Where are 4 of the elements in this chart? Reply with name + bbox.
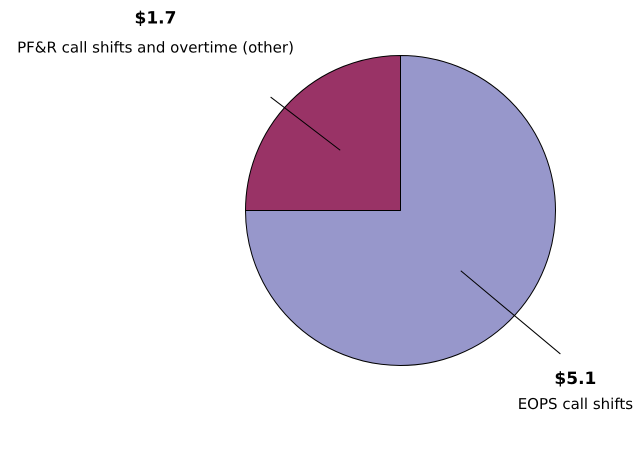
slice-label: EOPS call shifts xyxy=(518,394,634,413)
data-label: $1.7 xyxy=(134,8,176,28)
slice-label: PF&R call shifts and overtime (other) xyxy=(17,38,294,56)
data-label: $5.1 xyxy=(554,368,596,389)
